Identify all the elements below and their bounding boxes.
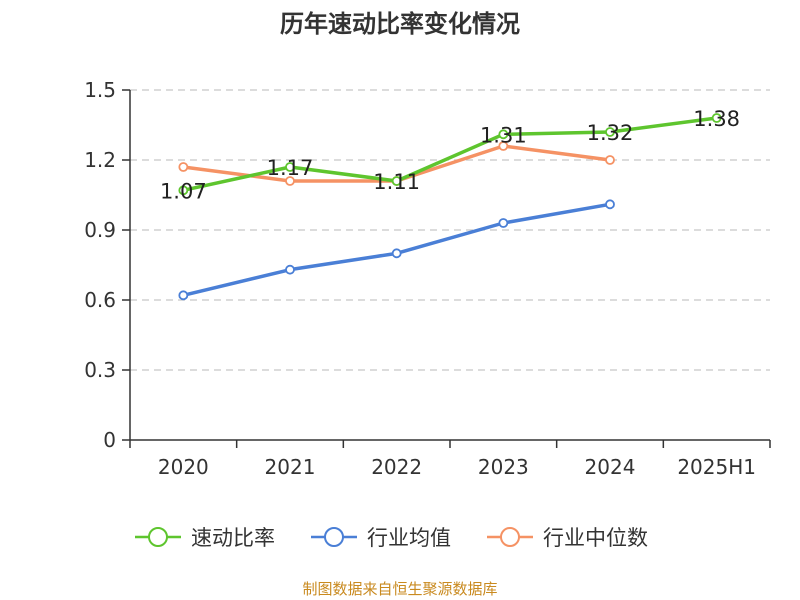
legend-marker xyxy=(500,527,520,547)
legend-label: 速动比率 xyxy=(191,526,275,550)
data-label: 1.32 xyxy=(587,121,634,145)
data-label: 1.17 xyxy=(267,156,314,180)
legend-marker xyxy=(324,527,344,547)
legend-label: 行业均值 xyxy=(367,526,451,550)
data-point xyxy=(605,127,615,137)
source-footer: 制图数据来自恒生聚源数据库 xyxy=(302,580,498,598)
y-tick-label: 1.5 xyxy=(84,78,116,102)
x-tick-label: 2022 xyxy=(371,455,422,479)
chart-title: 历年速动比率变化情况 xyxy=(280,10,520,38)
series-lines xyxy=(178,113,722,301)
data-point xyxy=(498,218,509,228)
x-tick-label: 2020 xyxy=(158,455,209,479)
data-point xyxy=(178,185,189,196)
y-tick-label: 0.3 xyxy=(84,358,116,382)
data-point xyxy=(391,248,402,259)
data-point xyxy=(605,199,615,210)
grid-lines xyxy=(130,89,770,371)
data-point xyxy=(285,264,295,275)
data-point xyxy=(498,141,509,151)
data-label: 1.11 xyxy=(373,170,420,194)
data-point xyxy=(711,113,722,123)
data-point xyxy=(285,162,295,172)
legend-marker xyxy=(148,527,168,547)
y-tick-label: 0.6 xyxy=(84,288,116,312)
data-point xyxy=(498,129,509,140)
x-tick-label: 2025H1 xyxy=(677,455,756,479)
data-point xyxy=(285,176,295,186)
data-label: 1.31 xyxy=(480,123,527,147)
legend[interactable]: 速动比率 行业均值 行业中位数 xyxy=(135,526,648,550)
y-tick-label: 1.2 xyxy=(84,148,116,172)
data-label: 1.07 xyxy=(160,179,207,203)
data-point xyxy=(605,155,615,165)
legend-item[interactable]: 行业均值 xyxy=(311,526,451,550)
data-point xyxy=(178,290,189,301)
data-point xyxy=(178,162,189,172)
y-tick-label: 0.9 xyxy=(84,218,116,242)
x-tick-label: 2023 xyxy=(478,455,529,479)
series-line xyxy=(182,116,717,193)
data-labels: 1.07 1.17 1.11 1.31 1.32 1.38 xyxy=(160,107,740,203)
data-point xyxy=(391,176,402,186)
legend-item[interactable]: 行业中位数 xyxy=(487,526,648,550)
x-tick-label: 2021 xyxy=(265,455,316,479)
axes: 0 0.3 0.6 0.9 1.2 1.5 2020 2021 2022 2023 2024 2025… xyxy=(84,78,771,479)
data-label: 1.38 xyxy=(693,107,740,131)
legend-label: 行业中位数 xyxy=(543,526,648,550)
legend-item[interactable]: 速动比率 xyxy=(135,526,275,550)
y-tick-label: 0 xyxy=(103,428,116,452)
x-tick-label: 2024 xyxy=(585,455,636,479)
